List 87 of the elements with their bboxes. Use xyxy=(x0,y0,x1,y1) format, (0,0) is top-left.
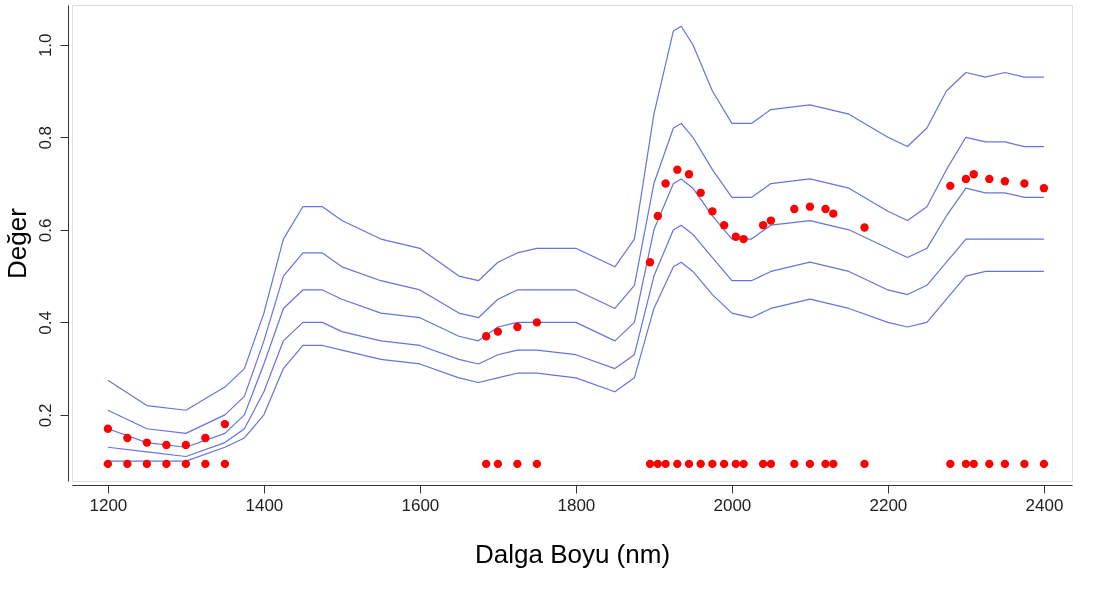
y-tick-label: 0.6 xyxy=(35,218,55,243)
point xyxy=(829,459,838,469)
y-tick-label: 1.0 xyxy=(35,33,55,58)
line-series xyxy=(107,224,1045,458)
point xyxy=(123,459,132,469)
point xyxy=(719,459,729,469)
point xyxy=(805,202,815,211)
point xyxy=(532,459,542,469)
point xyxy=(673,459,682,469)
point xyxy=(969,170,978,179)
point xyxy=(103,459,113,469)
point xyxy=(493,459,503,469)
point xyxy=(1020,179,1029,188)
point xyxy=(684,459,694,469)
point xyxy=(790,204,799,214)
point xyxy=(719,221,729,230)
point xyxy=(482,332,491,341)
point xyxy=(661,459,670,469)
point xyxy=(766,216,776,225)
point xyxy=(758,459,768,469)
point xyxy=(790,459,799,469)
point xyxy=(696,188,705,197)
x-tick-label: 1600 xyxy=(401,495,440,515)
point xyxy=(493,327,503,336)
point xyxy=(821,459,830,469)
point xyxy=(181,440,191,450)
point xyxy=(985,459,994,469)
point xyxy=(1000,459,1010,469)
point xyxy=(532,318,542,327)
point xyxy=(162,459,171,469)
x-tick-label: 1800 xyxy=(557,495,596,515)
y-tick-label: 0.4 xyxy=(35,311,55,335)
point xyxy=(708,207,717,216)
point xyxy=(201,459,210,469)
point xyxy=(946,181,955,191)
point xyxy=(860,223,869,232)
point xyxy=(1020,459,1029,469)
y-tick-label: 0.2 xyxy=(35,403,55,428)
point xyxy=(181,459,191,469)
point xyxy=(961,459,971,469)
point xyxy=(673,165,682,174)
point xyxy=(645,258,655,267)
point xyxy=(829,209,838,218)
point xyxy=(220,419,230,429)
point xyxy=(860,459,869,469)
point xyxy=(739,234,748,244)
point xyxy=(653,211,662,221)
point xyxy=(653,459,662,469)
point xyxy=(696,459,705,469)
point xyxy=(645,459,655,469)
point xyxy=(805,459,815,469)
point xyxy=(821,204,830,214)
x-axis-title: Dalga Boyu (nm) xyxy=(474,538,671,569)
point xyxy=(162,440,171,450)
point xyxy=(142,438,152,447)
point xyxy=(513,459,522,469)
point xyxy=(482,459,491,469)
x-tick-label: 1200 xyxy=(89,495,128,515)
point xyxy=(985,174,994,184)
point xyxy=(739,459,748,469)
y-tick-label: 0.8 xyxy=(35,125,55,150)
x-tick-label: 2400 xyxy=(1025,495,1064,515)
point xyxy=(969,459,978,469)
point xyxy=(731,459,740,469)
x-tick-label: 1400 xyxy=(245,495,284,515)
point xyxy=(142,459,152,469)
point xyxy=(758,221,768,230)
x-tick-label: 2000 xyxy=(713,495,752,515)
point xyxy=(220,459,230,469)
point xyxy=(766,459,776,469)
point xyxy=(708,459,717,469)
line-series xyxy=(107,25,1045,411)
point xyxy=(661,179,670,188)
point xyxy=(1039,184,1049,193)
point xyxy=(201,433,210,443)
point xyxy=(946,459,955,469)
point xyxy=(1039,459,1049,469)
point xyxy=(1000,177,1010,186)
x-tick-label: 2200 xyxy=(869,495,908,515)
point xyxy=(961,174,971,184)
point xyxy=(731,232,740,241)
point xyxy=(684,170,694,179)
point xyxy=(103,424,113,433)
y-axis-title: Değer xyxy=(1,207,32,279)
line-series xyxy=(107,122,1045,434)
point xyxy=(123,433,132,443)
point xyxy=(513,322,522,332)
